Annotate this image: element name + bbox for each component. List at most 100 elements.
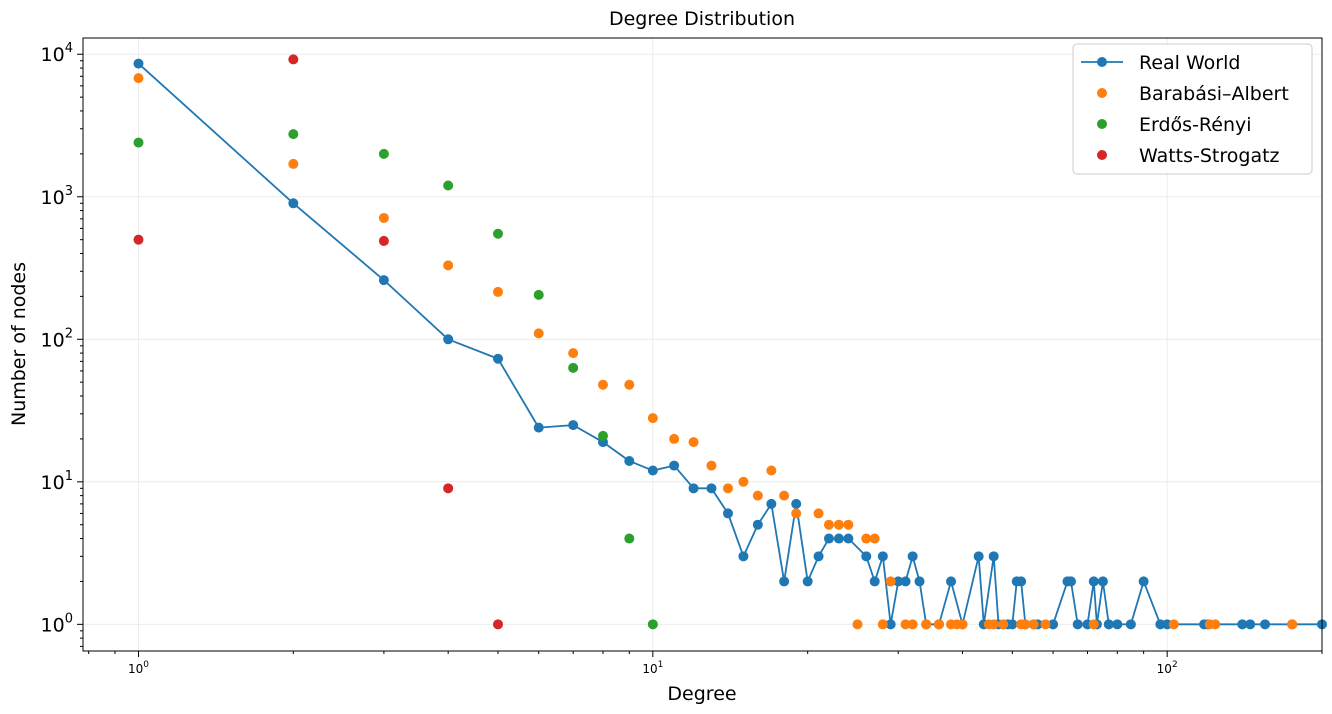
data-point-barab-si-albert (988, 619, 999, 630)
data-point-barab-si-albert (597, 379, 608, 390)
data-point-barab-si-albert (568, 348, 579, 359)
data-point-real-world (133, 58, 144, 69)
x-tick-label: 101 (642, 660, 663, 676)
data-point-real-world (861, 551, 872, 562)
chart-title: Degree Distribution (609, 8, 795, 30)
data-point-erd-s-r-nyi (624, 533, 635, 544)
data-point-erd-s-r-nyi (597, 430, 608, 441)
y-tick-label: 101 (41, 469, 73, 494)
data-point-real-world (914, 576, 925, 587)
data-point-real-world (779, 576, 790, 587)
data-point-barab-si-albert (752, 490, 763, 501)
data-point-real-world (706, 483, 717, 494)
legend-box (1072, 43, 1313, 175)
data-point-erd-s-r-nyi (533, 289, 544, 300)
data-point-barab-si-albert (791, 508, 802, 519)
data-point-barab-si-albert (738, 476, 749, 487)
data-point-real-world (493, 353, 504, 364)
data-point-barab-si-albert (378, 212, 389, 223)
data-point-real-world (1016, 576, 1027, 587)
data-point-barab-si-albert (443, 260, 454, 271)
series-barab-si-albert (133, 73, 1298, 630)
data-point-barab-si-albert (957, 619, 968, 630)
x-axis-label: Degree (667, 683, 736, 705)
data-point-watts-strogatz (493, 619, 504, 630)
data-point-erd-s-r-nyi (133, 137, 144, 148)
data-point-real-world (791, 498, 802, 509)
data-point-real-world (869, 576, 880, 587)
data-point-erd-s-r-nyi (493, 228, 504, 239)
data-point-barab-si-albert (624, 379, 635, 390)
y-axis-ticks: 100 101 102 103 104 (41, 41, 83, 647)
data-point-barab-si-albert (722, 483, 733, 494)
data-point-real-world (1245, 619, 1256, 630)
y-tick-label: 102 (41, 326, 73, 351)
data-point-real-world (1103, 619, 1114, 630)
data-point-barab-si-albert (1088, 619, 1099, 630)
legend-marker (1097, 150, 1107, 160)
data-point-barab-si-albert (1210, 619, 1221, 630)
data-point-barab-si-albert (706, 460, 717, 471)
data-point-real-world (1065, 576, 1076, 587)
data-point-barab-si-albert (861, 533, 872, 544)
data-point-barab-si-albert (869, 533, 880, 544)
y-tick-label: 100 (41, 611, 73, 636)
data-point-real-world (802, 576, 813, 587)
data-point-erd-s-r-nyi (647, 619, 658, 630)
data-point-barab-si-albert (885, 576, 896, 587)
data-point-barab-si-albert (1028, 619, 1039, 630)
data-point-real-world (1260, 619, 1271, 630)
data-point-real-world (946, 576, 957, 587)
data-point-real-world (813, 551, 824, 562)
data-point-erd-s-r-nyi (378, 148, 389, 159)
data-point-real-world (900, 576, 911, 587)
x-tick-label: 102 (1157, 660, 1178, 676)
legend-label: Watts-Strogatz (1139, 145, 1280, 167)
legend-entry-real-world: Real World (1081, 52, 1240, 74)
data-point-real-world (378, 275, 389, 286)
plot-frame (82, 37, 1323, 652)
series-watts-strogatz (133, 54, 504, 630)
data-point-real-world (1072, 619, 1083, 630)
data-point-real-world (533, 422, 544, 433)
data-point-real-world (1007, 619, 1018, 630)
data-point-real-world (877, 551, 888, 562)
data-point-barab-si-albert (1168, 619, 1179, 630)
data-point-barab-si-albert (647, 413, 658, 424)
data-point-barab-si-albert (921, 619, 932, 630)
data-point-barab-si-albert (533, 328, 544, 339)
data-point-barab-si-albert (133, 73, 144, 84)
legend-label: Barabási–Albert (1139, 83, 1289, 105)
data-point-barab-si-albert (877, 619, 888, 630)
legend-marker (1097, 119, 1107, 129)
x-tick-label: 100 (128, 660, 149, 676)
data-point-barab-si-albert (907, 619, 918, 630)
data-point-barab-si-albert (1040, 619, 1051, 630)
data-point-barab-si-albert (823, 519, 834, 530)
data-point-erd-s-r-nyi (443, 180, 454, 191)
data-point-real-world (893, 576, 904, 587)
data-point-erd-s-r-nyi (568, 362, 579, 373)
data-point-real-world (1138, 576, 1149, 587)
data-point-real-world (647, 465, 658, 476)
data-point-watts-strogatz (133, 234, 144, 245)
legend-entry-watts-strogatz: Watts-Strogatz (1097, 145, 1280, 167)
y-tick-label: 104 (41, 41, 73, 66)
data-point-barab-si-albert (813, 508, 824, 519)
data-point-real-world (1112, 619, 1123, 630)
data-point-real-world (288, 198, 299, 209)
data-point-real-world (843, 533, 854, 544)
data-point-real-world (624, 455, 635, 466)
data-point-real-world (688, 483, 699, 494)
y-axis-label: Number of nodes (8, 262, 30, 426)
plot-series (133, 54, 1327, 630)
data-point-barab-si-albert (493, 286, 504, 297)
data-point-barab-si-albert (900, 619, 911, 630)
legend-label: Real World (1139, 52, 1240, 74)
series-erd-s-r-nyi (133, 129, 658, 630)
legend-entry-erd-s-r-nyi: Erdős-Rényi (1097, 114, 1252, 136)
data-point-watts-strogatz (443, 483, 454, 494)
data-point-real-world (885, 619, 896, 630)
data-point-barab-si-albert (1287, 619, 1298, 630)
